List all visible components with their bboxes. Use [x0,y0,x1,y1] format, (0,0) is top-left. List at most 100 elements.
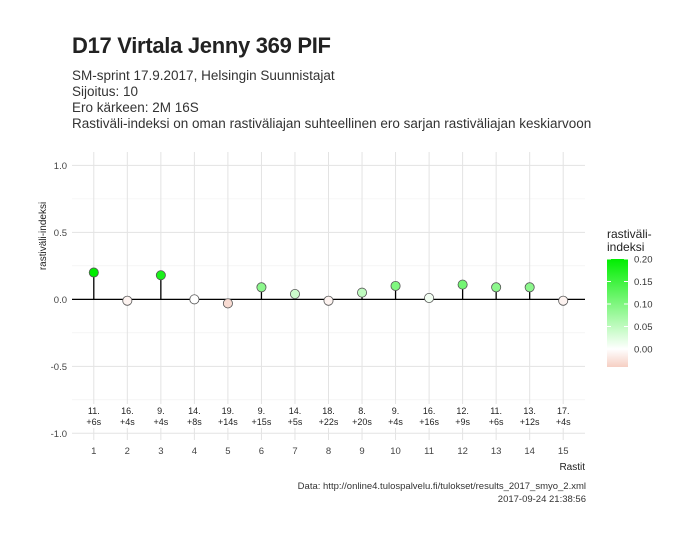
annotation-rank: 11. [490,406,502,416]
y-axis-title: rastiväli-indeksi [38,202,49,270]
annotation-rank: 12. [456,406,469,416]
data-point [155,270,166,281]
x-tick-label: 13 [491,446,502,457]
data-point [256,282,267,293]
annotation-background [215,404,240,428]
x-tick-label: 7 [292,446,297,457]
x-tick-label: 14 [524,446,535,457]
data-point [390,280,401,291]
legend-label: 0.05 [634,322,653,333]
annotation-diff: +4s [556,417,571,427]
timestamp-caption: 2017-09-24 21:38:56 [497,494,586,505]
data-point [289,288,300,299]
legend-title: rastiväli- [607,227,652,241]
annotation-background [383,404,408,428]
x-tick-label: 15 [558,446,569,457]
data-point [424,293,435,304]
x-tick-label: 2 [125,446,130,457]
annotation-background [81,404,106,428]
annotation-background [249,404,274,428]
x-tick-label: 9 [359,446,364,457]
annotation-background [316,404,341,428]
legend-label: 0.00 [634,345,653,356]
grid-layer [72,152,585,440]
y-tick-label: -0.5 [51,362,67,373]
data-point [222,298,233,309]
x-tick-label: 10 [390,446,401,457]
annotation-rank: 17. [557,406,570,416]
annotation-background [417,404,442,428]
y-tick-label: 0.5 [54,228,67,239]
annotation-diff: +20s [352,417,372,427]
annotation-background [551,404,576,428]
annotation-diff: +6s [489,417,504,427]
subtitle-description: Rastiväli-indeksi on oman rastiväliajan … [72,116,592,131]
y-tick-label: 0.0 [54,295,67,306]
annotation-diff: +12s [520,417,540,427]
annotation-background [282,404,307,428]
legend-title: indeksi [607,240,644,254]
annotation-rank: 14. [289,406,302,416]
data-point [88,267,99,278]
legend-label: 0.15 [634,277,653,288]
annotation-background [517,404,542,428]
annotation-background [484,404,509,428]
data-point [491,282,502,293]
x-tick-label: 1 [91,446,96,457]
label-layer: 11.+6s16.+4s9.+4s14.+8s19.+14s9.+15s14.+… [81,404,576,428]
annotation-rank: 16. [423,406,436,416]
mark-layer [88,267,569,309]
data-point [357,287,368,298]
data-point [189,294,200,305]
annotation-rank: 9. [157,406,165,416]
annotation-background [115,404,140,428]
chart-title: D17 Virtala Jenny 369 PIF [72,33,331,58]
annotation-diff: +4s [153,417,168,427]
legend-label: 0.20 [634,255,653,266]
x-tick-label: 5 [225,446,230,457]
annotation-background [450,404,475,428]
x-axis-title: Rastit [559,462,585,473]
legend-colorbar [607,259,628,367]
subtitle-placing: Sijoitus: 10 [72,84,139,99]
y-tick-label: -1.0 [51,429,67,440]
annotation-diff: +4s [120,417,135,427]
annotation-rank: 13. [523,406,536,416]
annotation-diff: +6s [86,417,101,427]
data-point [558,295,569,306]
annotation-diff: +5s [288,417,303,427]
data-point [323,295,334,306]
annotation-rank: 14. [188,406,201,416]
x-tick-label: 8 [326,446,331,457]
x-tick-label: 12 [457,446,468,457]
x-tick-label: 11 [424,446,434,457]
annotation-background [148,404,173,428]
data-point [457,279,468,290]
annotation-rank: 9. [258,406,266,416]
data-source-caption: Data: http://online4.tulospalvelu.fi/tul… [297,481,586,492]
annotation-rank: 16. [121,406,134,416]
annotation-background [350,404,375,428]
annotation-rank: 18. [322,406,335,416]
annotation-diff: +16s [419,417,439,427]
annotation-diff: +4s [388,417,403,427]
subtitle-event: SM-sprint 17.9.2017, Helsingin Suunnista… [72,68,335,83]
annotation-diff: +14s [218,417,238,427]
annotation-diff: +8s [187,417,202,427]
subtitle-gap: Ero kärkeen: 2M 16S [72,100,199,115]
annotation-rank: 9. [392,406,400,416]
data-point [524,282,535,293]
annotation-rank: 19. [222,406,235,416]
annotation-diff: +15s [252,417,272,427]
legend-label: 0.10 [634,300,653,311]
annotation-rank: 8. [358,406,366,416]
annotation-diff: +22s [319,417,339,427]
x-tick-label: 3 [158,446,163,457]
annotation-rank: 11. [88,406,100,416]
annotation-diff: +9s [455,417,470,427]
annotation-background [182,404,207,428]
data-point [122,295,133,306]
x-tick-label: 4 [192,446,197,457]
